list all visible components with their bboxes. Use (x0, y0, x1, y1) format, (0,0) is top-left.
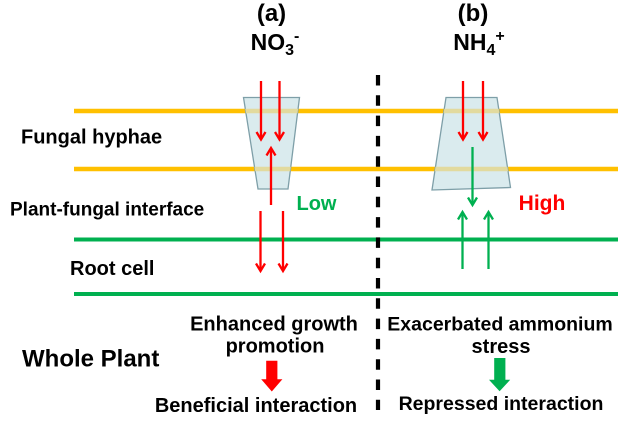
svg-text:Enhanced growth: Enhanced growth (190, 314, 358, 336)
svg-text:Root cell: Root cell (70, 258, 154, 280)
svg-text:stress: stress (472, 336, 531, 358)
svg-text:Plant-fungal interface: Plant-fungal interface (10, 200, 204, 221)
svg-text:Fungal hyphae: Fungal hyphae (21, 127, 162, 149)
svg-text:Exacerbated ammonium: Exacerbated ammonium (387, 314, 612, 336)
svg-text:(b): (b) (458, 0, 489, 27)
svg-text:(a): (a) (257, 0, 286, 27)
svg-text:promotion: promotion (226, 336, 325, 358)
svg-text:Repressed interaction: Repressed interaction (399, 393, 604, 415)
svg-text:NH4+: NH4+ (453, 28, 504, 59)
svg-text:High: High (519, 192, 566, 215)
svg-text:Low: Low (297, 193, 337, 215)
svg-text:Whole Plant: Whole Plant (22, 346, 159, 373)
svg-text:Beneficial interaction: Beneficial interaction (155, 395, 357, 417)
svg-text:NO3-: NO3- (251, 28, 300, 59)
